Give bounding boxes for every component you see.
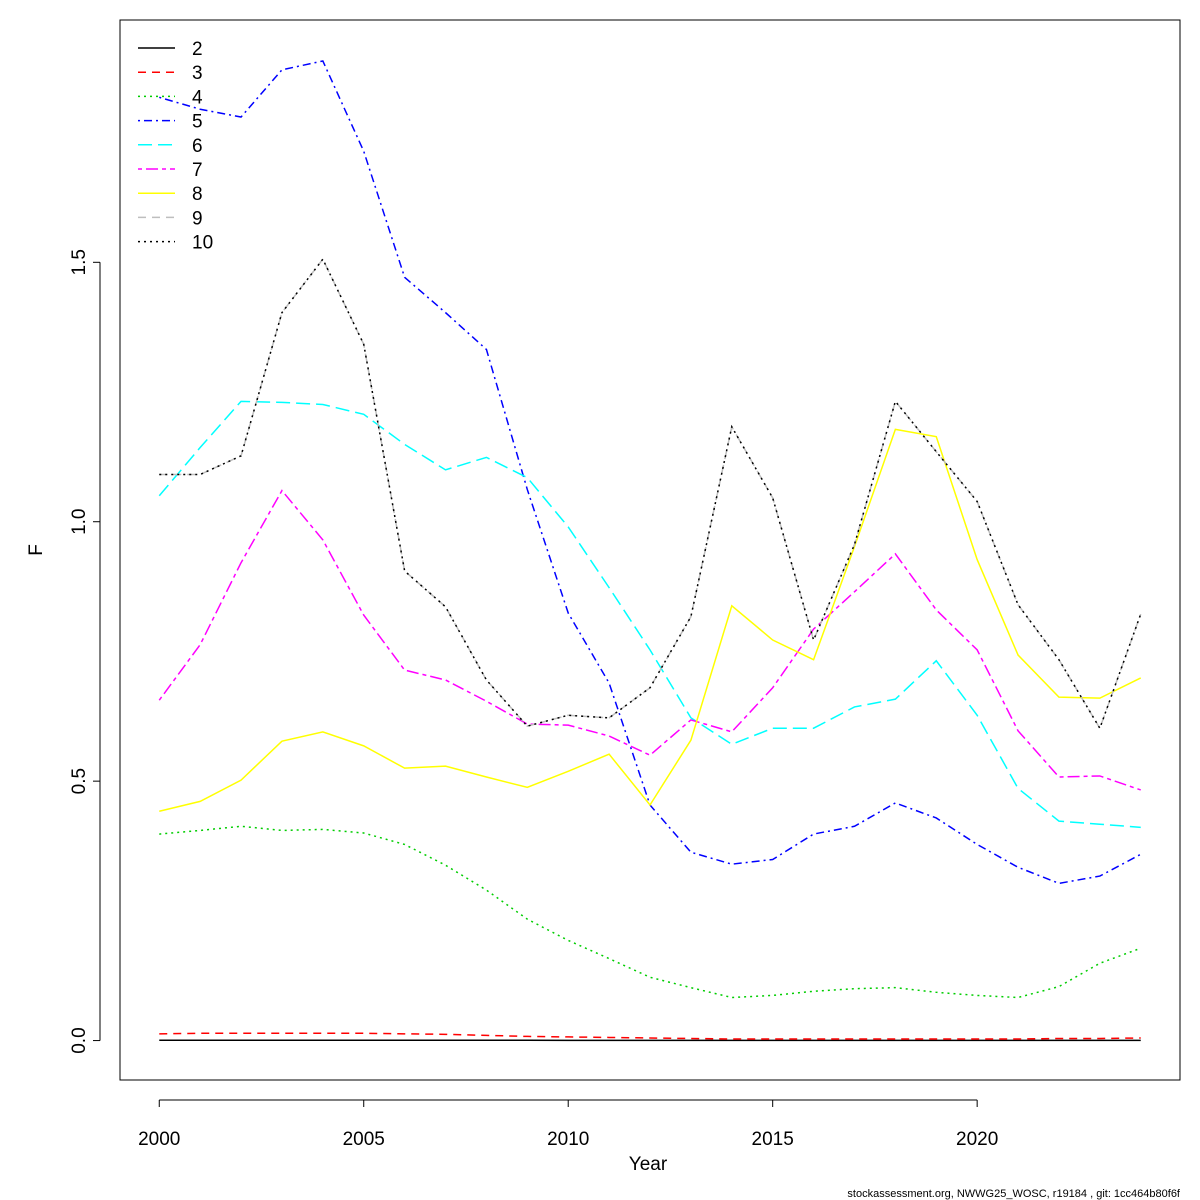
x-tick-label: 2015 — [752, 1129, 794, 1150]
series-line — [159, 1032, 1141, 1040]
y-tick-label: 1.0 — [69, 509, 90, 535]
legend-label: 4 — [192, 87, 203, 108]
x-tick-label: 2005 — [343, 1129, 385, 1150]
y-tick-label: 0.0 — [69, 1027, 90, 1053]
series-line — [159, 428, 1142, 812]
x-axis-label: Year — [629, 1154, 668, 1175]
x-tick-label: 2010 — [547, 1129, 589, 1150]
y-axis-label: F — [26, 544, 47, 556]
legend-label: 10 — [192, 233, 213, 254]
legend-label: 7 — [192, 160, 203, 181]
series-line — [159, 825, 1141, 999]
series-line — [159, 60, 1142, 885]
x-tick-label: 2020 — [956, 1129, 998, 1150]
x-tick-label: 2000 — [138, 1129, 180, 1150]
caption: stockassessment.org, NWWG25_WOSC, r19184… — [847, 1188, 1181, 1200]
series-line — [158, 400, 1141, 829]
y-tick-label: 1.5 — [69, 249, 90, 275]
series-line — [159, 257, 1142, 730]
series-line — [159, 257, 1142, 730]
legend-label: 3 — [192, 63, 203, 84]
series-line — [158, 489, 1141, 791]
legend-label: 9 — [192, 208, 203, 229]
legend-label: 8 — [192, 184, 203, 205]
plot-frame — [119, 19, 1181, 1081]
legend-label: 5 — [192, 112, 203, 133]
legend-label: 2 — [192, 39, 203, 60]
y-tick-label: 0.5 — [69, 768, 90, 794]
legend-label: 6 — [192, 136, 203, 157]
